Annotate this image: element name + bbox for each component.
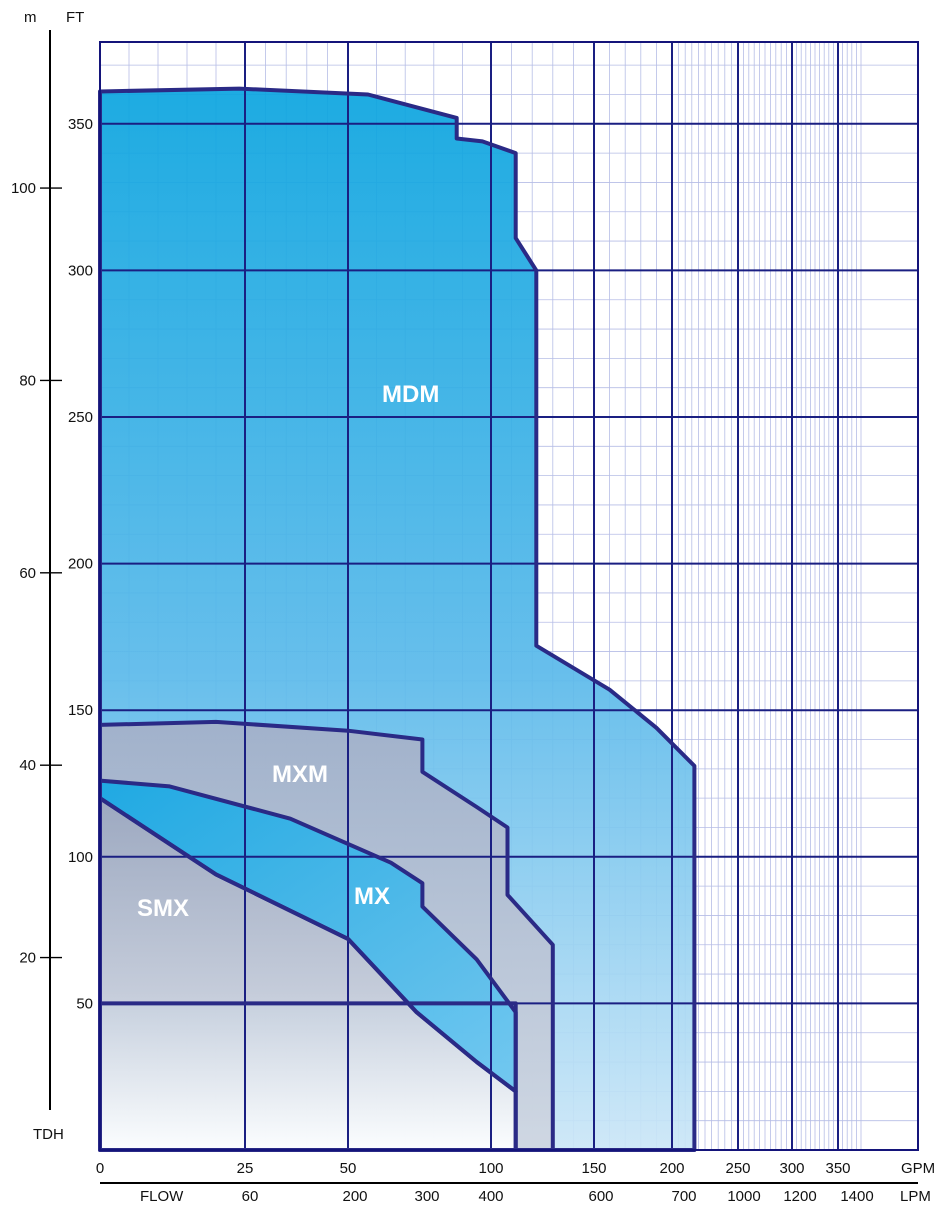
ft-tick-label: 250 bbox=[68, 409, 93, 426]
region-mx bbox=[100, 780, 516, 1092]
gpm-tick-label: 150 bbox=[581, 1160, 606, 1177]
meter-axis-ticks: 100 80 60 40 20 bbox=[11, 180, 62, 967]
gpm-axis-ticks: 0 25 50 100 150 200 250 300 350 bbox=[96, 1160, 851, 1177]
feet-axis-ticks: 350 300 250 200 150 100 50 bbox=[68, 116, 93, 1013]
lpm-tick-label: 700 bbox=[671, 1188, 696, 1205]
regions bbox=[100, 88, 695, 1151]
gpm-unit-label: GPM bbox=[901, 1160, 935, 1177]
m-tick-label: 100 bbox=[11, 180, 36, 197]
lpm-axis-ticks: 60 200 300 400 600 700 1000 1200 1400 bbox=[242, 1188, 874, 1205]
tdh-label: TDH bbox=[33, 1126, 64, 1143]
region-label-smx: SMX bbox=[137, 895, 189, 922]
region-outline-mdm bbox=[98, 86, 697, 1152]
m-tick-label: 80 bbox=[19, 372, 36, 389]
ft-tick-label: 200 bbox=[68, 556, 93, 573]
lpm-tick-label: 1200 bbox=[783, 1188, 816, 1205]
lpm-tick-label: 1000 bbox=[727, 1188, 760, 1205]
gpm-tick-label: 200 bbox=[659, 1160, 684, 1177]
region-outline-mxm bbox=[98, 719, 555, 1152]
m-tick-label: 20 bbox=[19, 950, 36, 967]
feet-unit-label: FT bbox=[66, 9, 84, 26]
lpm-tick-label: 400 bbox=[478, 1188, 503, 1205]
plot-frame bbox=[99, 41, 919, 1151]
gpm-tick-label: 25 bbox=[237, 1160, 254, 1177]
region-label-mdm: MDM bbox=[382, 381, 439, 408]
region-label-mx: MX bbox=[354, 883, 390, 910]
ft-tick-label: 150 bbox=[68, 702, 93, 719]
ft-tick-label: 350 bbox=[68, 116, 93, 133]
ft-tick-label: 50 bbox=[76, 995, 93, 1012]
ft-tick-label: 100 bbox=[68, 849, 93, 866]
lpm-tick-label: 600 bbox=[588, 1188, 613, 1205]
region-outlines bbox=[98, 86, 697, 1152]
meter-unit-label: m bbox=[24, 9, 37, 26]
flow-label: FLOW bbox=[140, 1188, 184, 1205]
lpm-tick-label: 1400 bbox=[840, 1188, 873, 1205]
lpm-tick-label: 300 bbox=[414, 1188, 439, 1205]
gpm-tick-label: 100 bbox=[478, 1160, 503, 1177]
m-tick-label: 60 bbox=[19, 565, 36, 582]
lpm-tick-label: 60 bbox=[242, 1188, 259, 1205]
gpm-tick-label: 300 bbox=[779, 1160, 804, 1177]
lpm-tick-label: 200 bbox=[342, 1188, 367, 1205]
gpm-tick-label: 0 bbox=[96, 1160, 104, 1177]
m-tick-label: 40 bbox=[19, 757, 36, 774]
lpm-unit-label: LPM bbox=[900, 1188, 931, 1205]
region-smx bbox=[100, 798, 516, 1150]
major-grid bbox=[100, 42, 918, 1150]
region-label-mxm: MXM bbox=[272, 761, 328, 788]
gpm-tick-label: 350 bbox=[825, 1160, 850, 1177]
gpm-tick-label: 50 bbox=[340, 1160, 357, 1177]
ft-tick-label: 300 bbox=[68, 262, 93, 279]
gpm-tick-label: 250 bbox=[725, 1160, 750, 1177]
